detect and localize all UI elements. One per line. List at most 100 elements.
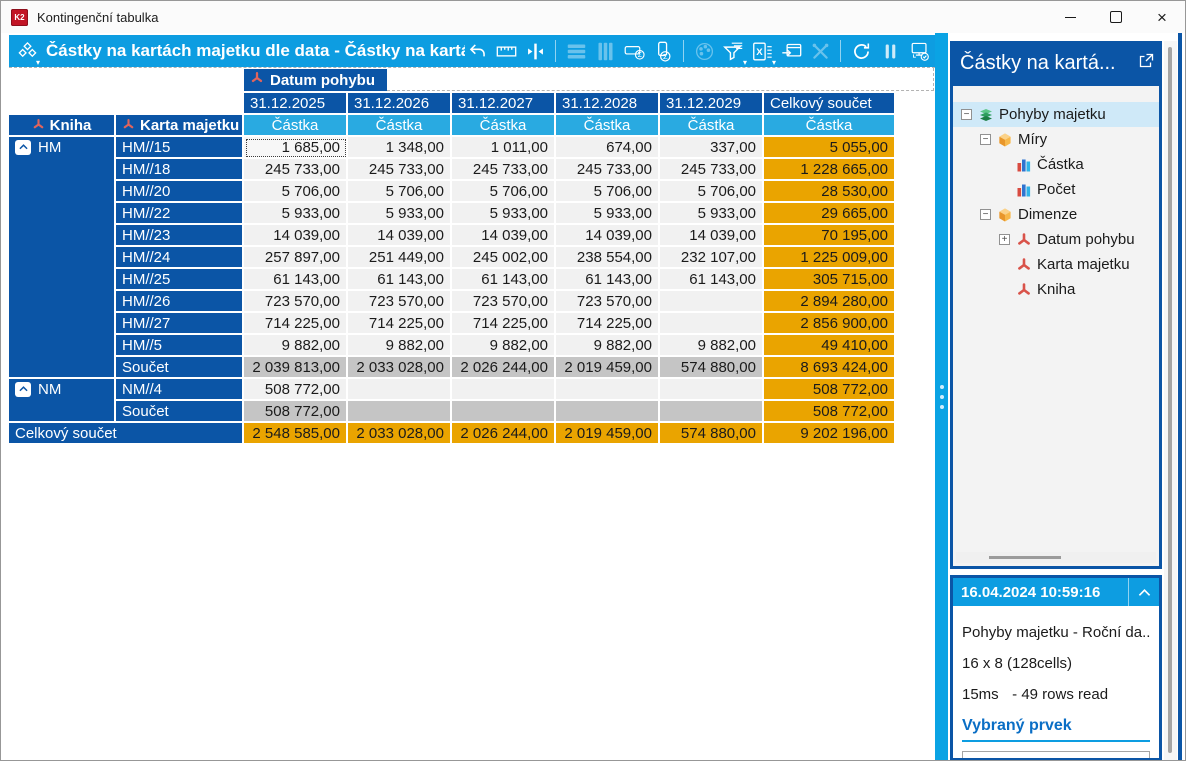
pivot-value-cell[interactable]: 9 882,00 xyxy=(452,335,556,357)
pivot-row-total-cell[interactable]: 1 225 009,00 xyxy=(764,247,896,269)
panel-splitter[interactable] xyxy=(935,33,948,760)
column-dimension-button[interactable]: Datum pohybu xyxy=(244,69,387,91)
pivot-card-cell[interactable]: Součet xyxy=(116,401,244,423)
pivot-value-cell[interactable]: 14 039,00 xyxy=(452,225,556,247)
pivot-measure-header[interactable]: Částka xyxy=(244,115,348,137)
pivot-card-cell[interactable]: HM//15 xyxy=(116,137,244,159)
collapse-toggle[interactable]: − xyxy=(980,134,991,145)
pivot-value-cell[interactable]: 2 019 459,00 xyxy=(556,357,660,379)
pivot-value-cell[interactable]: 2 033 028,00 xyxy=(348,357,452,379)
pivot-column-header[interactable]: 31.12.2027 xyxy=(452,93,556,115)
tree-item-miry[interactable]: − Míry xyxy=(953,127,1159,152)
pivot-value-cell[interactable]: 714 225,00 xyxy=(452,313,556,335)
pivot-value-cell[interactable]: 5 933,00 xyxy=(452,203,556,225)
pivot-value-cell[interactable]: 257 897,00 xyxy=(244,247,348,269)
tree-item-castka[interactable]: Částka xyxy=(953,152,1159,177)
pivot-measure-header[interactable]: Částka xyxy=(660,115,764,137)
pivot-card-cell[interactable]: HM//24 xyxy=(116,247,244,269)
pivot-value-cell[interactable]: 61 143,00 xyxy=(660,269,764,291)
pivot-row-total-cell[interactable]: 5 055,00 xyxy=(764,137,896,159)
row-totals-icon[interactable]: Σ xyxy=(622,39,646,63)
pivot-value-cell[interactable]: 2 039 813,00 xyxy=(244,357,348,379)
selected-element-input[interactable] xyxy=(962,751,1150,758)
pivot-value-cell[interactable]: 1 685,00 xyxy=(244,137,348,159)
pivot-measure-header[interactable]: Částka xyxy=(556,115,660,137)
pivot-group-cell[interactable]: NM xyxy=(9,379,116,423)
collapse-group-icon[interactable] xyxy=(15,381,31,397)
scrollbar-thumb[interactable] xyxy=(1168,47,1172,753)
grand-total-label[interactable]: Celkový součet xyxy=(9,423,244,445)
pivot-value-cell[interactable]: 714 225,00 xyxy=(556,313,660,335)
pivot-value-cell[interactable]: 723 570,00 xyxy=(556,291,660,313)
pivot-value-cell[interactable]: 723 570,00 xyxy=(348,291,452,313)
filter-icon[interactable]: ▾ xyxy=(721,39,747,67)
pivot-value-cell[interactable]: 5 706,00 xyxy=(348,181,452,203)
refresh-icon[interactable] xyxy=(849,39,873,63)
pivot-column-header[interactable]: 31.12.2026 xyxy=(348,93,452,115)
pivot-row-total-cell[interactable]: 8 693 424,00 xyxy=(764,357,896,379)
pivot-row-total-cell[interactable]: 1 228 665,00 xyxy=(764,159,896,181)
tree-item-datum-pohybu[interactable]: + Datum pohybu xyxy=(953,227,1159,252)
pivot-value-cell[interactable]: 5 706,00 xyxy=(556,181,660,203)
pivot-value-cell[interactable]: 508 772,00 xyxy=(244,401,348,423)
pivot-value-cell[interactable]: 5 706,00 xyxy=(244,181,348,203)
pivot-value-cell[interactable]: 61 143,00 xyxy=(556,269,660,291)
pivot-value-cell[interactable]: 251 449,00 xyxy=(348,247,452,269)
pivot-grand-total-cell[interactable]: 2 033 028,00 xyxy=(348,423,452,445)
pivot-card-cell[interactable]: NM//4 xyxy=(116,379,244,401)
column-width-icon[interactable] xyxy=(523,39,547,63)
monitor-status-icon[interactable] xyxy=(907,39,931,63)
tree-item-dimenze[interactable]: − Dimenze xyxy=(953,202,1159,227)
ruler-icon[interactable] xyxy=(494,39,518,63)
pivot-column-header[interactable]: 31.12.2028 xyxy=(556,93,660,115)
collapse-panel-button[interactable] xyxy=(1128,578,1159,606)
pivot-total-column-header[interactable]: Celkový součet xyxy=(764,93,896,115)
pivot-value-cell[interactable]: 245 733,00 xyxy=(556,159,660,181)
close-button[interactable]: × xyxy=(1139,1,1185,33)
pivot-row-total-cell[interactable]: 508 772,00 xyxy=(764,379,896,401)
pivot-column-header[interactable]: 31.12.2025 xyxy=(244,93,348,115)
pivot-grand-total-cell[interactable]: 2 026 244,00 xyxy=(452,423,556,445)
pivot-row-total-cell[interactable]: 29 665,00 xyxy=(764,203,896,225)
pivot-card-cell[interactable]: Součet xyxy=(116,357,244,379)
pivot-value-cell[interactable]: 245 733,00 xyxy=(348,159,452,181)
pivot-value-cell[interactable]: 61 143,00 xyxy=(348,269,452,291)
pivot-value-cell[interactable] xyxy=(660,401,764,423)
column-dropzone[interactable] xyxy=(382,68,934,91)
undo-icon[interactable] xyxy=(465,39,489,63)
pivot-grand-total-cell[interactable]: 9 202 196,00 xyxy=(764,423,896,445)
pivot-row-total-cell[interactable]: 70 195,00 xyxy=(764,225,896,247)
pivot-value-cell[interactable]: 245 733,00 xyxy=(244,159,348,181)
pivot-card-cell[interactable]: HM//22 xyxy=(116,203,244,225)
pivot-value-cell[interactable]: 238 554,00 xyxy=(556,247,660,269)
right-panel-scrollbar[interactable] xyxy=(1164,41,1177,760)
tree-item-kniha[interactable]: Kniha xyxy=(953,277,1159,302)
pivot-grand-total-cell[interactable]: 2 548 585,00 xyxy=(244,423,348,445)
collapse-group-icon[interactable] xyxy=(15,139,31,155)
pivot-value-cell[interactable]: 1 348,00 xyxy=(348,137,452,159)
pivot-row-total-cell[interactable]: 49 410,00 xyxy=(764,335,896,357)
pivot-value-cell[interactable]: 9 882,00 xyxy=(244,335,348,357)
pivot-value-cell[interactable]: 245 733,00 xyxy=(452,159,556,181)
pivot-value-cell[interactable]: 5 933,00 xyxy=(556,203,660,225)
pivot-value-cell[interactable]: 2 026 244,00 xyxy=(452,357,556,379)
column-totals-icon[interactable]: Σ xyxy=(651,39,675,63)
pivot-value-cell[interactable]: 9 882,00 xyxy=(660,335,764,357)
pivot-value-cell[interactable] xyxy=(660,291,764,313)
pivot-value-cell[interactable] xyxy=(452,379,556,401)
pivot-row-total-cell[interactable]: 2 856 900,00 xyxy=(764,313,896,335)
tree-item-pohyby-majetku[interactable]: − Pohyby majetku xyxy=(953,102,1159,127)
pivot-measure-header[interactable]: Částka xyxy=(452,115,556,137)
pivot-value-cell[interactable]: 508 772,00 xyxy=(244,379,348,401)
excel-export-icon[interactable]: X ▾ xyxy=(750,39,776,67)
pivot-measure-header[interactable]: Částka xyxy=(764,115,896,137)
pivot-grand-total-cell[interactable]: 2 019 459,00 xyxy=(556,423,660,445)
pivot-value-cell[interactable]: 61 143,00 xyxy=(244,269,348,291)
pivot-value-cell[interactable]: 5 706,00 xyxy=(452,181,556,203)
pivot-row-total-cell[interactable]: 305 715,00 xyxy=(764,269,896,291)
pivot-measure-header[interactable]: Částka xyxy=(348,115,452,137)
pivot-value-cell[interactable] xyxy=(452,401,556,423)
pivot-value-cell[interactable]: 574 880,00 xyxy=(660,357,764,379)
pivot-value-cell[interactable]: 1 011,00 xyxy=(452,137,556,159)
collapse-toggle[interactable]: − xyxy=(980,209,991,220)
